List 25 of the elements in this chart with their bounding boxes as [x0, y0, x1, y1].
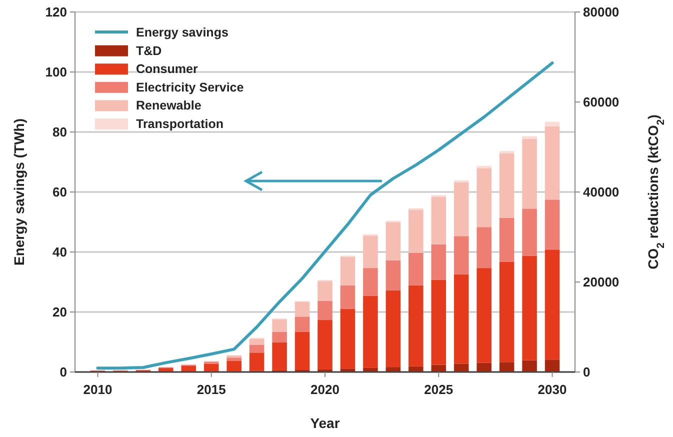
x-tick-label: 2020 [310, 382, 340, 397]
legend-label: Consumer [136, 62, 198, 76]
y2-tick-label: 0 [583, 364, 590, 380]
legend-label: Electricity Service [136, 80, 244, 94]
x-tick-label: 2025 [424, 382, 454, 397]
y2-tick-label: 60000 [583, 94, 620, 110]
x-tick-label: 2015 [196, 382, 226, 397]
y-tick-label: 20 [52, 304, 67, 320]
x-tick-label: 2030 [538, 382, 567, 397]
legend-label: Energy savings [136, 26, 228, 40]
legend-label: Transportation [136, 117, 224, 131]
x-axis-title: Year [310, 415, 340, 431]
legend-label: Renewable [136, 98, 202, 113]
y-tick-label: 120 [45, 4, 67, 20]
x-tick-label: 2010 [83, 382, 112, 397]
y2-tick-label: 40000 [583, 184, 620, 200]
y-axis-title: Energy savings (TWh) [11, 118, 27, 266]
y-tick-label: 0 [60, 364, 67, 380]
y-tick-label: 40 [52, 244, 67, 260]
y-tick-label: 60 [52, 184, 67, 200]
y-tick-label: 100 [45, 64, 67, 80]
y2-tick-label: 80000 [583, 4, 620, 20]
y-tick-label: 80 [52, 124, 67, 140]
y2-tick-label: 20000 [583, 274, 620, 290]
legend-label: T&D [136, 44, 162, 58]
